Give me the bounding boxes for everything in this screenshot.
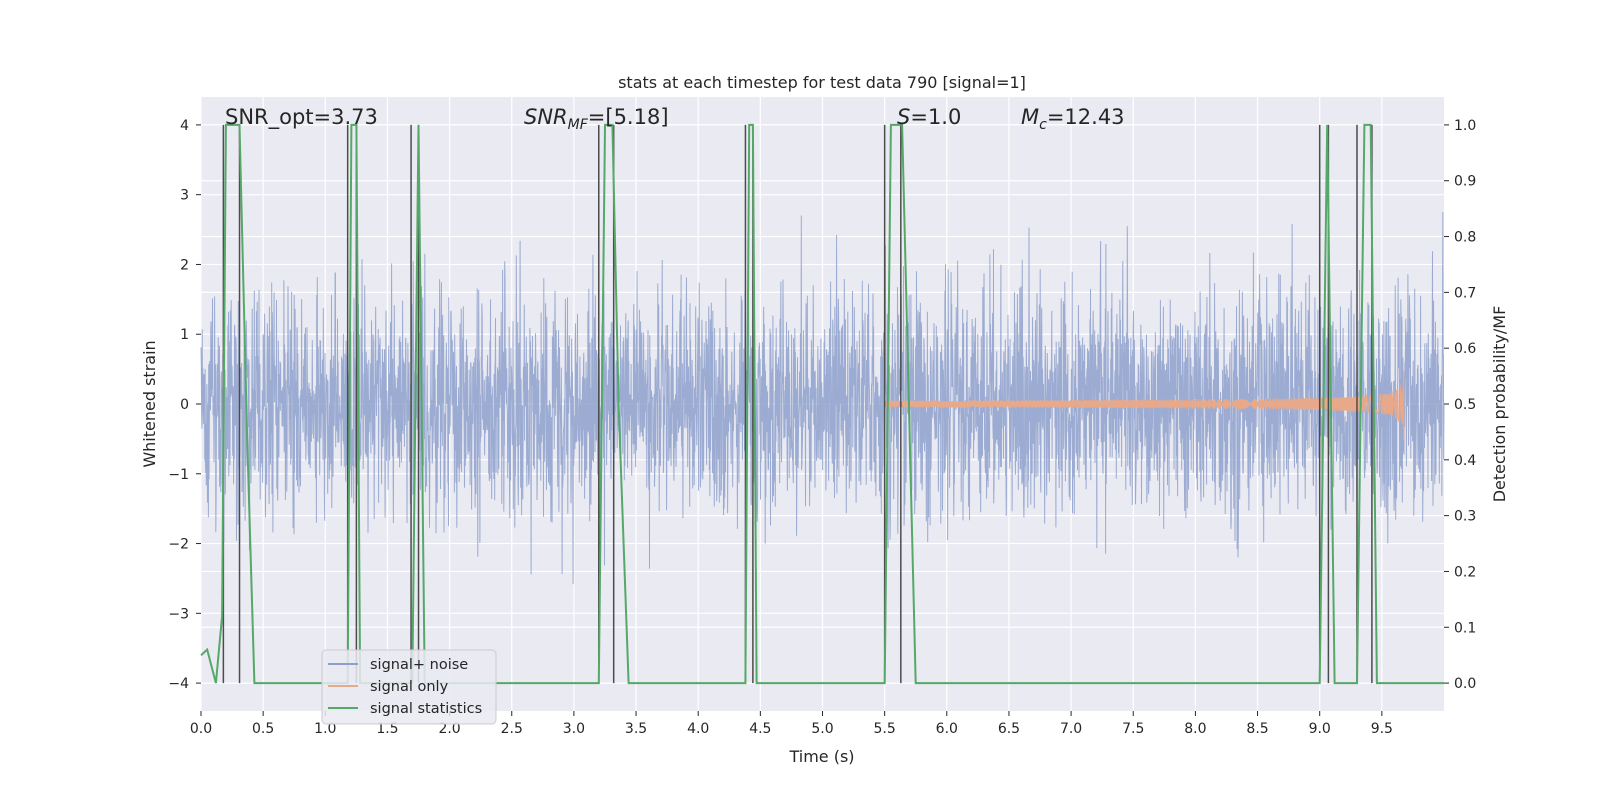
signal-statistics-line — [200, 123, 1444, 685]
x-tick-label: 2.5 — [501, 721, 523, 737]
x-tick-label: 2.0 — [438, 721, 460, 737]
x-tick-label: 1.5 — [376, 721, 398, 737]
snr-opt-annotation: SNR_opt=3.73 — [225, 105, 378, 130]
snr-mf-value: =[5.18] — [588, 105, 669, 129]
mc-sub: c — [1039, 117, 1047, 133]
right-y-axis-ticks: 0.0 0.1 0.2 0.3 0.4 0.5 0.6 0.7 0.8 0.9 1.0 — [1444, 118, 1476, 692]
x-tick-label: 5.0 — [811, 721, 833, 737]
x-tick-label: 6.0 — [936, 721, 958, 737]
snr-mf-sub: MF — [568, 117, 589, 133]
right-y-axis-title: Detection probability/MF — [1490, 306, 1509, 503]
y-tick-label: 1 — [180, 327, 189, 343]
s-annotation: S=1.0 — [897, 105, 961, 129]
signal-only-series — [884, 370, 1405, 440]
legend-label-signal-only: signal only — [370, 679, 449, 695]
y-tick-label: −3 — [168, 606, 189, 622]
y-tick-label: 4 — [180, 118, 189, 134]
x-axis-title: Time (s) — [788, 747, 854, 766]
chart-title: stats at each timestep for test data 790… — [618, 73, 1026, 92]
right-y-tick-label: 0.4 — [1454, 453, 1476, 469]
x-tick-label: 7.0 — [1060, 721, 1082, 737]
y-tick-label: −4 — [168, 676, 189, 692]
right-y-tick-label: 0.9 — [1454, 174, 1476, 190]
right-y-tick-label: 0.7 — [1454, 285, 1476, 301]
x-tick-label: 9.5 — [1371, 721, 1393, 737]
legend-label-signal-statistics: signal statistics — [370, 701, 482, 717]
s-main: S — [897, 105, 910, 129]
legend-box — [321, 649, 497, 725]
snr-mf-annotation: SNRMF=[5.18] — [524, 105, 669, 133]
legend: signal+ noise signal only signal statist… — [321, 649, 497, 725]
y-tick-label: 3 — [180, 188, 189, 204]
right-y-tick-label: 0.3 — [1454, 509, 1476, 525]
y-axis-title: Whitened strain — [140, 340, 159, 467]
right-y-tick-label: 1.0 — [1454, 118, 1476, 134]
x-tick-label: 8.0 — [1184, 721, 1206, 737]
right-y-tick-label: 0.5 — [1454, 397, 1476, 413]
y-tick-label: −2 — [168, 537, 189, 553]
x-tick-label: 8.5 — [1246, 721, 1268, 737]
right-y-tick-label: 0.1 — [1454, 620, 1476, 636]
x-tick-label: 9.0 — [1309, 721, 1331, 737]
y-axis-ticks: −4 −3 −2 −1 0 1 2 3 4 — [168, 118, 201, 692]
x-tick-label: 0.5 — [252, 721, 274, 737]
signal-statistics-series — [200, 123, 1444, 685]
right-y-tick-label: 0.6 — [1454, 341, 1476, 357]
x-axis-ticks: 0.0 0.5 1.0 1.5 2.0 2.5 3.0 3.5 4.0 4.5 5.0 5.5 6.0 6… — [190, 711, 1393, 737]
y-tick-label: 2 — [180, 257, 189, 273]
right-y-tick-label: 0.8 — [1454, 230, 1476, 246]
snr-mf-main: SNR — [524, 105, 568, 129]
mc-annotation: Mc=12.43 — [1021, 105, 1125, 133]
y-tick-label: 0 — [180, 397, 189, 413]
signal-noise-series — [200, 212, 1445, 585]
mc-value: =12.43 — [1047, 105, 1125, 129]
x-tick-label: 1.0 — [314, 721, 336, 737]
x-tick-label: 3.5 — [625, 721, 647, 737]
x-tick-label: 5.5 — [874, 721, 896, 737]
y-tick-label: −1 — [168, 467, 189, 483]
x-tick-label: 6.5 — [998, 721, 1020, 737]
signal-noise-line — [200, 212, 1445, 585]
signal-only-line — [884, 370, 1405, 440]
s-value: =1.0 — [910, 105, 961, 129]
x-tick-label: 0.0 — [190, 721, 212, 737]
x-tick-label: 4.0 — [687, 721, 709, 737]
x-tick-label: 4.5 — [749, 721, 771, 737]
right-y-tick-label: 0.0 — [1454, 676, 1476, 692]
legend-label-signal-noise: signal+ noise — [370, 657, 468, 673]
right-y-tick-label: 0.2 — [1454, 564, 1476, 580]
x-tick-label: 3.0 — [563, 721, 585, 737]
x-tick-label: 7.5 — [1122, 721, 1144, 737]
mc-main: M — [1021, 105, 1039, 129]
